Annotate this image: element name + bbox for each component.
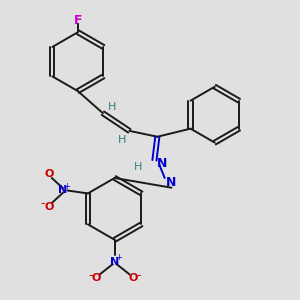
Text: O: O	[44, 202, 54, 212]
Text: N: N	[110, 257, 119, 267]
Text: -: -	[88, 269, 93, 283]
Text: N: N	[166, 176, 177, 189]
Text: -: -	[136, 269, 141, 283]
Text: F: F	[74, 14, 82, 27]
Text: O: O	[92, 273, 101, 283]
Text: H: H	[134, 162, 142, 172]
Text: -: -	[40, 197, 44, 210]
Text: H: H	[108, 102, 116, 112]
Text: H: H	[118, 135, 126, 145]
Text: +: +	[63, 182, 70, 191]
Text: +: +	[115, 253, 122, 262]
Text: N: N	[157, 157, 167, 170]
Text: N: N	[58, 185, 68, 196]
Text: O: O	[44, 169, 54, 179]
Text: O: O	[128, 273, 138, 283]
